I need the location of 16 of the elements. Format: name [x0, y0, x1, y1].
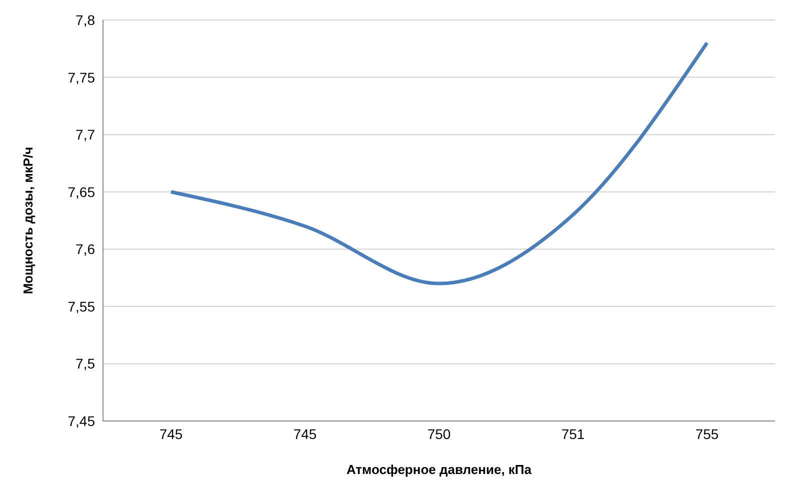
x-axis-title: Атмосферное давление, кПа — [346, 462, 532, 477]
x-tick-label: 750 — [427, 426, 451, 442]
y-tick-label: 7,8 — [76, 12, 96, 28]
y-tick-label: 7,55 — [68, 298, 96, 314]
y-tick-label: 7,65 — [68, 184, 96, 200]
y-tick-label: 7,7 — [76, 126, 96, 143]
x-tick-label: 745 — [159, 426, 183, 442]
line-series — [169, 41, 709, 286]
x-tick-label: 745 — [293, 426, 317, 442]
y-tick-label: 7,75 — [68, 69, 96, 86]
y-axis-title: Мощность дозы, мкР/ч — [20, 146, 36, 294]
y-tick-label: 7,5 — [76, 356, 96, 372]
y-tick-label: 7,6 — [76, 241, 96, 258]
y-tick-label: 7,45 — [68, 412, 96, 429]
x-tick-label: 751 — [561, 426, 585, 442]
x-tick-label: 755 — [695, 426, 719, 442]
